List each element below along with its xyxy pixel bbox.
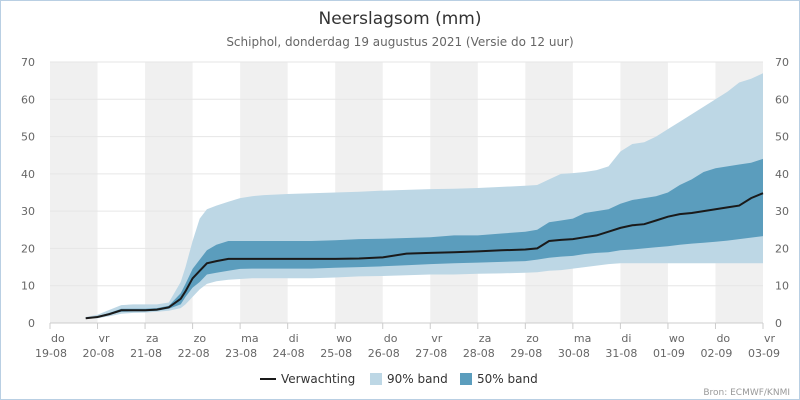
- y-tick-label-right: 50: [775, 131, 789, 144]
- x-tick-day: zo: [526, 332, 539, 345]
- x-tick-day: wo: [669, 332, 685, 345]
- y-tick-label-right: 70: [775, 56, 789, 69]
- x-tick-date: 02-09: [700, 347, 732, 360]
- x-tick-day: di: [289, 332, 299, 345]
- y-tick-label-left: 50: [21, 131, 35, 144]
- median-line: [85, 192, 764, 320]
- x-tick-date: 01-09: [653, 347, 685, 360]
- x-tick-day: vr: [99, 332, 111, 345]
- x-tick-date: 27-08: [415, 347, 447, 360]
- x-tick-day: di: [621, 332, 631, 345]
- y-tick-label-left: 70: [21, 56, 35, 69]
- x-tick-day: vr: [764, 332, 776, 345]
- y-tick-label-right: 0: [775, 317, 782, 330]
- legend-label-3: 50% band: [477, 372, 538, 386]
- legend-label-1: Verwachting: [281, 372, 355, 386]
- y-axis-right: 0 10 20 30 40 50 60 70: [775, 56, 789, 330]
- x-tick-date: 22-08: [178, 347, 210, 360]
- x-tick-date: 24-08: [273, 347, 305, 360]
- y-tick-label-left: 60: [21, 93, 35, 106]
- y-tick-label-left: 10: [21, 280, 35, 293]
- y-axis-left: 0 10 20 30 40 50 60 70: [21, 56, 35, 330]
- x-tick-date: 20-08: [83, 347, 115, 360]
- x-tick-date: 29-08: [510, 347, 542, 360]
- x-tick-date: 31-08: [605, 347, 637, 360]
- x-tick-date: 03-09: [748, 347, 780, 360]
- x-tick-date: 28-08: [463, 347, 495, 360]
- y-tick-label-left: 20: [21, 242, 35, 255]
- legend-swatch-2: [370, 373, 382, 385]
- x-tick-day: za: [479, 332, 492, 345]
- x-tick-day: ma: [574, 332, 591, 345]
- y-tick-label-left: 40: [21, 168, 35, 181]
- day-shade: [240, 62, 288, 323]
- x-tick-day: za: [146, 332, 159, 345]
- x-tick-date: 26-08: [368, 347, 400, 360]
- x-tick-date: 19-08: [35, 347, 67, 360]
- x-tick-day: do: [51, 332, 65, 345]
- x-tick-date: 21-08: [130, 347, 162, 360]
- day-shade: [50, 62, 98, 323]
- x-tick-day: do: [716, 332, 730, 345]
- y-tick-label-left: 0: [28, 317, 35, 330]
- x-tick-day: vr: [431, 332, 443, 345]
- legend-label-2: 90% band: [387, 372, 448, 386]
- y-tick-label-left: 30: [21, 205, 35, 218]
- y-tick-label-right: 40: [775, 168, 789, 181]
- x-tick-day: ma: [241, 332, 258, 345]
- x-axis: do 19-08 vr 20-08 za 21-08 zo 22-08 ma 23-08 di 24-…: [35, 323, 780, 360]
- y-tick-label-right: 60: [775, 93, 789, 106]
- chart-subtitle: Schiphol, donderdag 19 augustus 2021 (Ve…: [226, 35, 573, 49]
- y-tick-label-right: 20: [775, 242, 789, 255]
- legend-swatch-3: [460, 373, 472, 385]
- x-tick-date: 25-08: [320, 347, 352, 360]
- x-tick-date: 23-08: [225, 347, 257, 360]
- legend: Verwachting 90% band 50% band: [260, 372, 538, 386]
- chart-title: Neerslagsom (mm): [318, 9, 481, 29]
- x-tick-date: 30-08: [558, 347, 590, 360]
- band-50-area: [85, 158, 763, 319]
- x-tick-day: do: [384, 332, 398, 345]
- x-tick-day: wo: [336, 332, 352, 345]
- y-tick-label-right: 30: [775, 205, 789, 218]
- y-tick-label-right: 10: [775, 280, 789, 293]
- source-credit: Bron: ECMWF/KNMI: [703, 388, 790, 398]
- x-tick-day: zo: [194, 332, 207, 345]
